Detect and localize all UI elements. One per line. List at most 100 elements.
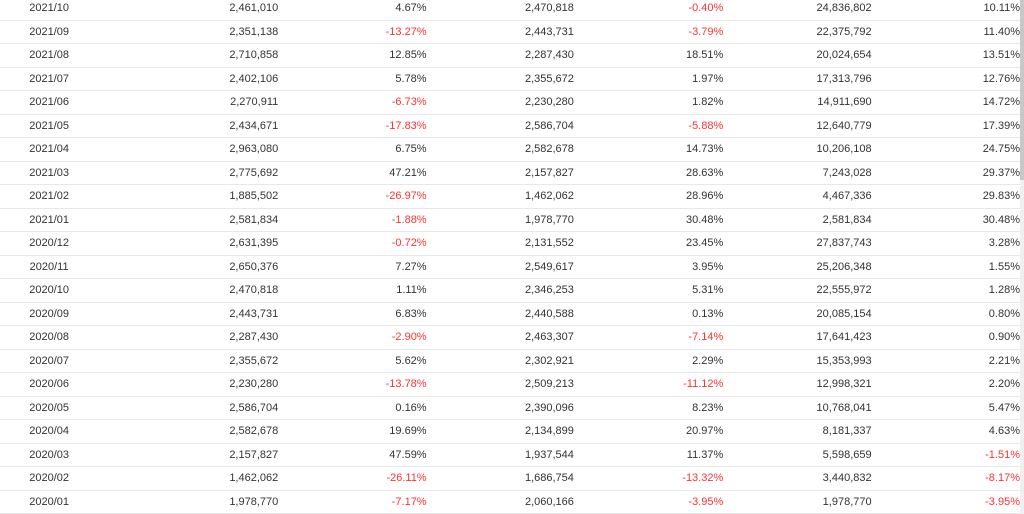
cell-cumulative: 12,640,779 — [723, 114, 872, 138]
cell-cumulative-change: 0.80% — [871, 302, 1020, 326]
cell-cumulative: 4,467,336 — [723, 184, 872, 209]
cell-value-a: 2,355,672 — [98, 349, 279, 373]
cell-cumulative-change: -1.51% — [871, 443, 1020, 467]
cell-month: 2020/11 — [0, 255, 99, 279]
cell-value-a: 2,710,858 — [98, 43, 279, 68]
cell-month: 2021/03 — [0, 161, 99, 185]
vertical-scrollbar[interactable] — [1020, 0, 1024, 514]
cell-cumulative-change: 17.39% — [871, 114, 1020, 138]
table-row: 2020/04 2,582,678 19.69% 2,134,899 20.97% 8,1… — [0, 419, 1020, 444]
cell-change-b: -7.14% — [573, 325, 724, 350]
table-row: 2021/05 2,434,671 -17.83% 2,586,704 -5.88% 12… — [0, 114, 1020, 138]
cell-cumulative-change: 0.90% — [871, 325, 1020, 350]
cell-value-a: 1,462,062 — [98, 466, 279, 491]
cell-value-a: 2,650,376 — [98, 255, 279, 279]
cell-value-a: 2,351,138 — [98, 20, 279, 44]
cell-month: 2020/02 — [0, 466, 99, 491]
cell-change-a: -6.73% — [278, 90, 427, 115]
cell-change-a: 6.75% — [278, 137, 427, 162]
cell-value-b: 1,937,544 — [426, 443, 574, 467]
cell-value-a: 2,402,106 — [98, 67, 279, 91]
cell-change-a: 5.62% — [278, 349, 427, 373]
cell-value-b: 2,463,307 — [426, 325, 574, 350]
table-row: 2021/03 2,775,692 47.21% 2,157,827 28.63% 7,2… — [0, 161, 1020, 185]
cell-change-b: 11.37% — [573, 443, 724, 467]
table-row: 2021/04 2,963,080 6.75% 2,582,678 14.73% 10,2… — [0, 137, 1020, 162]
cell-value-a: 2,157,827 — [98, 443, 279, 467]
cell-change-b: -0.40% — [573, 0, 724, 21]
cell-change-b: 18.51% — [573, 43, 724, 68]
cell-change-b: 8.23% — [573, 396, 724, 420]
cell-value-a: 2,581,834 — [98, 208, 279, 232]
cell-cumulative-change: 29.83% — [871, 184, 1020, 209]
cell-cumulative-change: 1.28% — [871, 278, 1020, 303]
cell-cumulative: 12,998,321 — [723, 372, 872, 397]
table-row: 2020/01 1,978,770 -7.17% 2,060,166 -3.95% 1,9… — [0, 490, 1020, 514]
cell-change-b: 0.13% — [573, 302, 724, 326]
cell-cumulative: 20,085,154 — [723, 302, 872, 326]
cell-value-b: 2,509,213 — [426, 372, 574, 397]
cell-month: 2021/04 — [0, 137, 99, 162]
cell-cumulative-change: -3.95% — [871, 490, 1020, 514]
cell-value-a: 2,287,430 — [98, 325, 279, 350]
cell-cumulative: 24,836,802 — [723, 0, 872, 21]
cell-change-b: 20.97% — [573, 419, 724, 444]
cell-value-a: 2,775,692 — [98, 161, 279, 185]
cell-month: 2020/08 — [0, 325, 99, 350]
cell-cumulative-change: 13.51% — [871, 43, 1020, 68]
cell-change-a: -1.88% — [278, 208, 427, 232]
cell-change-b: -5.88% — [573, 114, 724, 138]
cell-month: 2020/03 — [0, 443, 99, 467]
cell-value-a: 1,885,502 — [98, 184, 279, 209]
cell-change-b: 3.95% — [573, 255, 724, 279]
cell-cumulative-change: 11.40% — [871, 20, 1020, 44]
cell-change-a: -26.11% — [278, 466, 427, 491]
cell-cumulative-change: 10.11% — [871, 0, 1020, 21]
cell-month: 2021/05 — [0, 114, 99, 138]
cell-value-b: 2,302,921 — [426, 349, 574, 373]
cell-cumulative-change: 3.28% — [871, 231, 1020, 256]
cell-value-a: 2,963,080 — [98, 137, 279, 162]
cell-value-a: 2,582,678 — [98, 419, 279, 444]
table-row: 2020/11 2,650,376 7.27% 2,549,617 3.95% 25,20… — [0, 255, 1020, 279]
cell-cumulative-change: 5.47% — [871, 396, 1020, 420]
table-row: 2020/03 2,157,827 47.59% 1,937,544 11.37% 5,5… — [0, 443, 1020, 467]
cell-cumulative: 3,440,832 — [723, 466, 872, 491]
cell-month: 2020/01 — [0, 490, 99, 514]
cell-cumulative-change: 4.63% — [871, 419, 1020, 444]
cell-change-b: 28.96% — [573, 184, 724, 209]
cell-value-a: 2,470,818 — [98, 278, 279, 303]
cell-change-a: 5.78% — [278, 67, 427, 91]
scrollbar-thumb[interactable] — [1020, 0, 1024, 180]
cell-value-b: 2,443,731 — [426, 20, 574, 44]
cell-cumulative-change: 29.37% — [871, 161, 1020, 185]
cell-cumulative-change: 24.75% — [871, 137, 1020, 162]
cell-cumulative-change: 1.55% — [871, 255, 1020, 279]
cell-value-b: 2,586,704 — [426, 114, 574, 138]
cell-value-b: 2,440,588 — [426, 302, 574, 326]
cell-value-a: 2,631,395 — [98, 231, 279, 256]
cell-value-a: 2,230,280 — [98, 372, 279, 397]
table-row: 2020/10 2,470,818 1.11% 2,346,253 5.31% 22,55… — [0, 278, 1020, 303]
table-row: 2020/05 2,586,704 0.16% 2,390,096 8.23% 10,76… — [0, 396, 1020, 420]
cell-month: 2020/06 — [0, 372, 99, 397]
cell-month: 2021/09 — [0, 20, 99, 44]
cell-value-a: 2,434,671 — [98, 114, 279, 138]
cell-value-b: 1,978,770 — [426, 208, 574, 232]
cell-month: 2021/01 — [0, 208, 99, 232]
cell-change-a: -17.83% — [278, 114, 427, 138]
cell-change-a: 47.21% — [278, 161, 427, 185]
table-row: 2020/09 2,443,731 6.83% 2,440,588 0.13% 20,08… — [0, 302, 1020, 326]
cell-cumulative: 2,581,834 — [723, 208, 872, 232]
cell-cumulative: 25,206,348 — [723, 255, 872, 279]
cell-value-a: 2,270,911 — [98, 90, 279, 115]
cell-change-a: 19.69% — [278, 419, 427, 444]
cell-change-b: 23.45% — [573, 231, 724, 256]
cell-value-b: 2,157,827 — [426, 161, 574, 185]
cell-change-a: -7.17% — [278, 490, 427, 514]
cell-value-b: 1,686,754 — [426, 466, 574, 491]
cell-cumulative-change: 14.72% — [871, 90, 1020, 115]
